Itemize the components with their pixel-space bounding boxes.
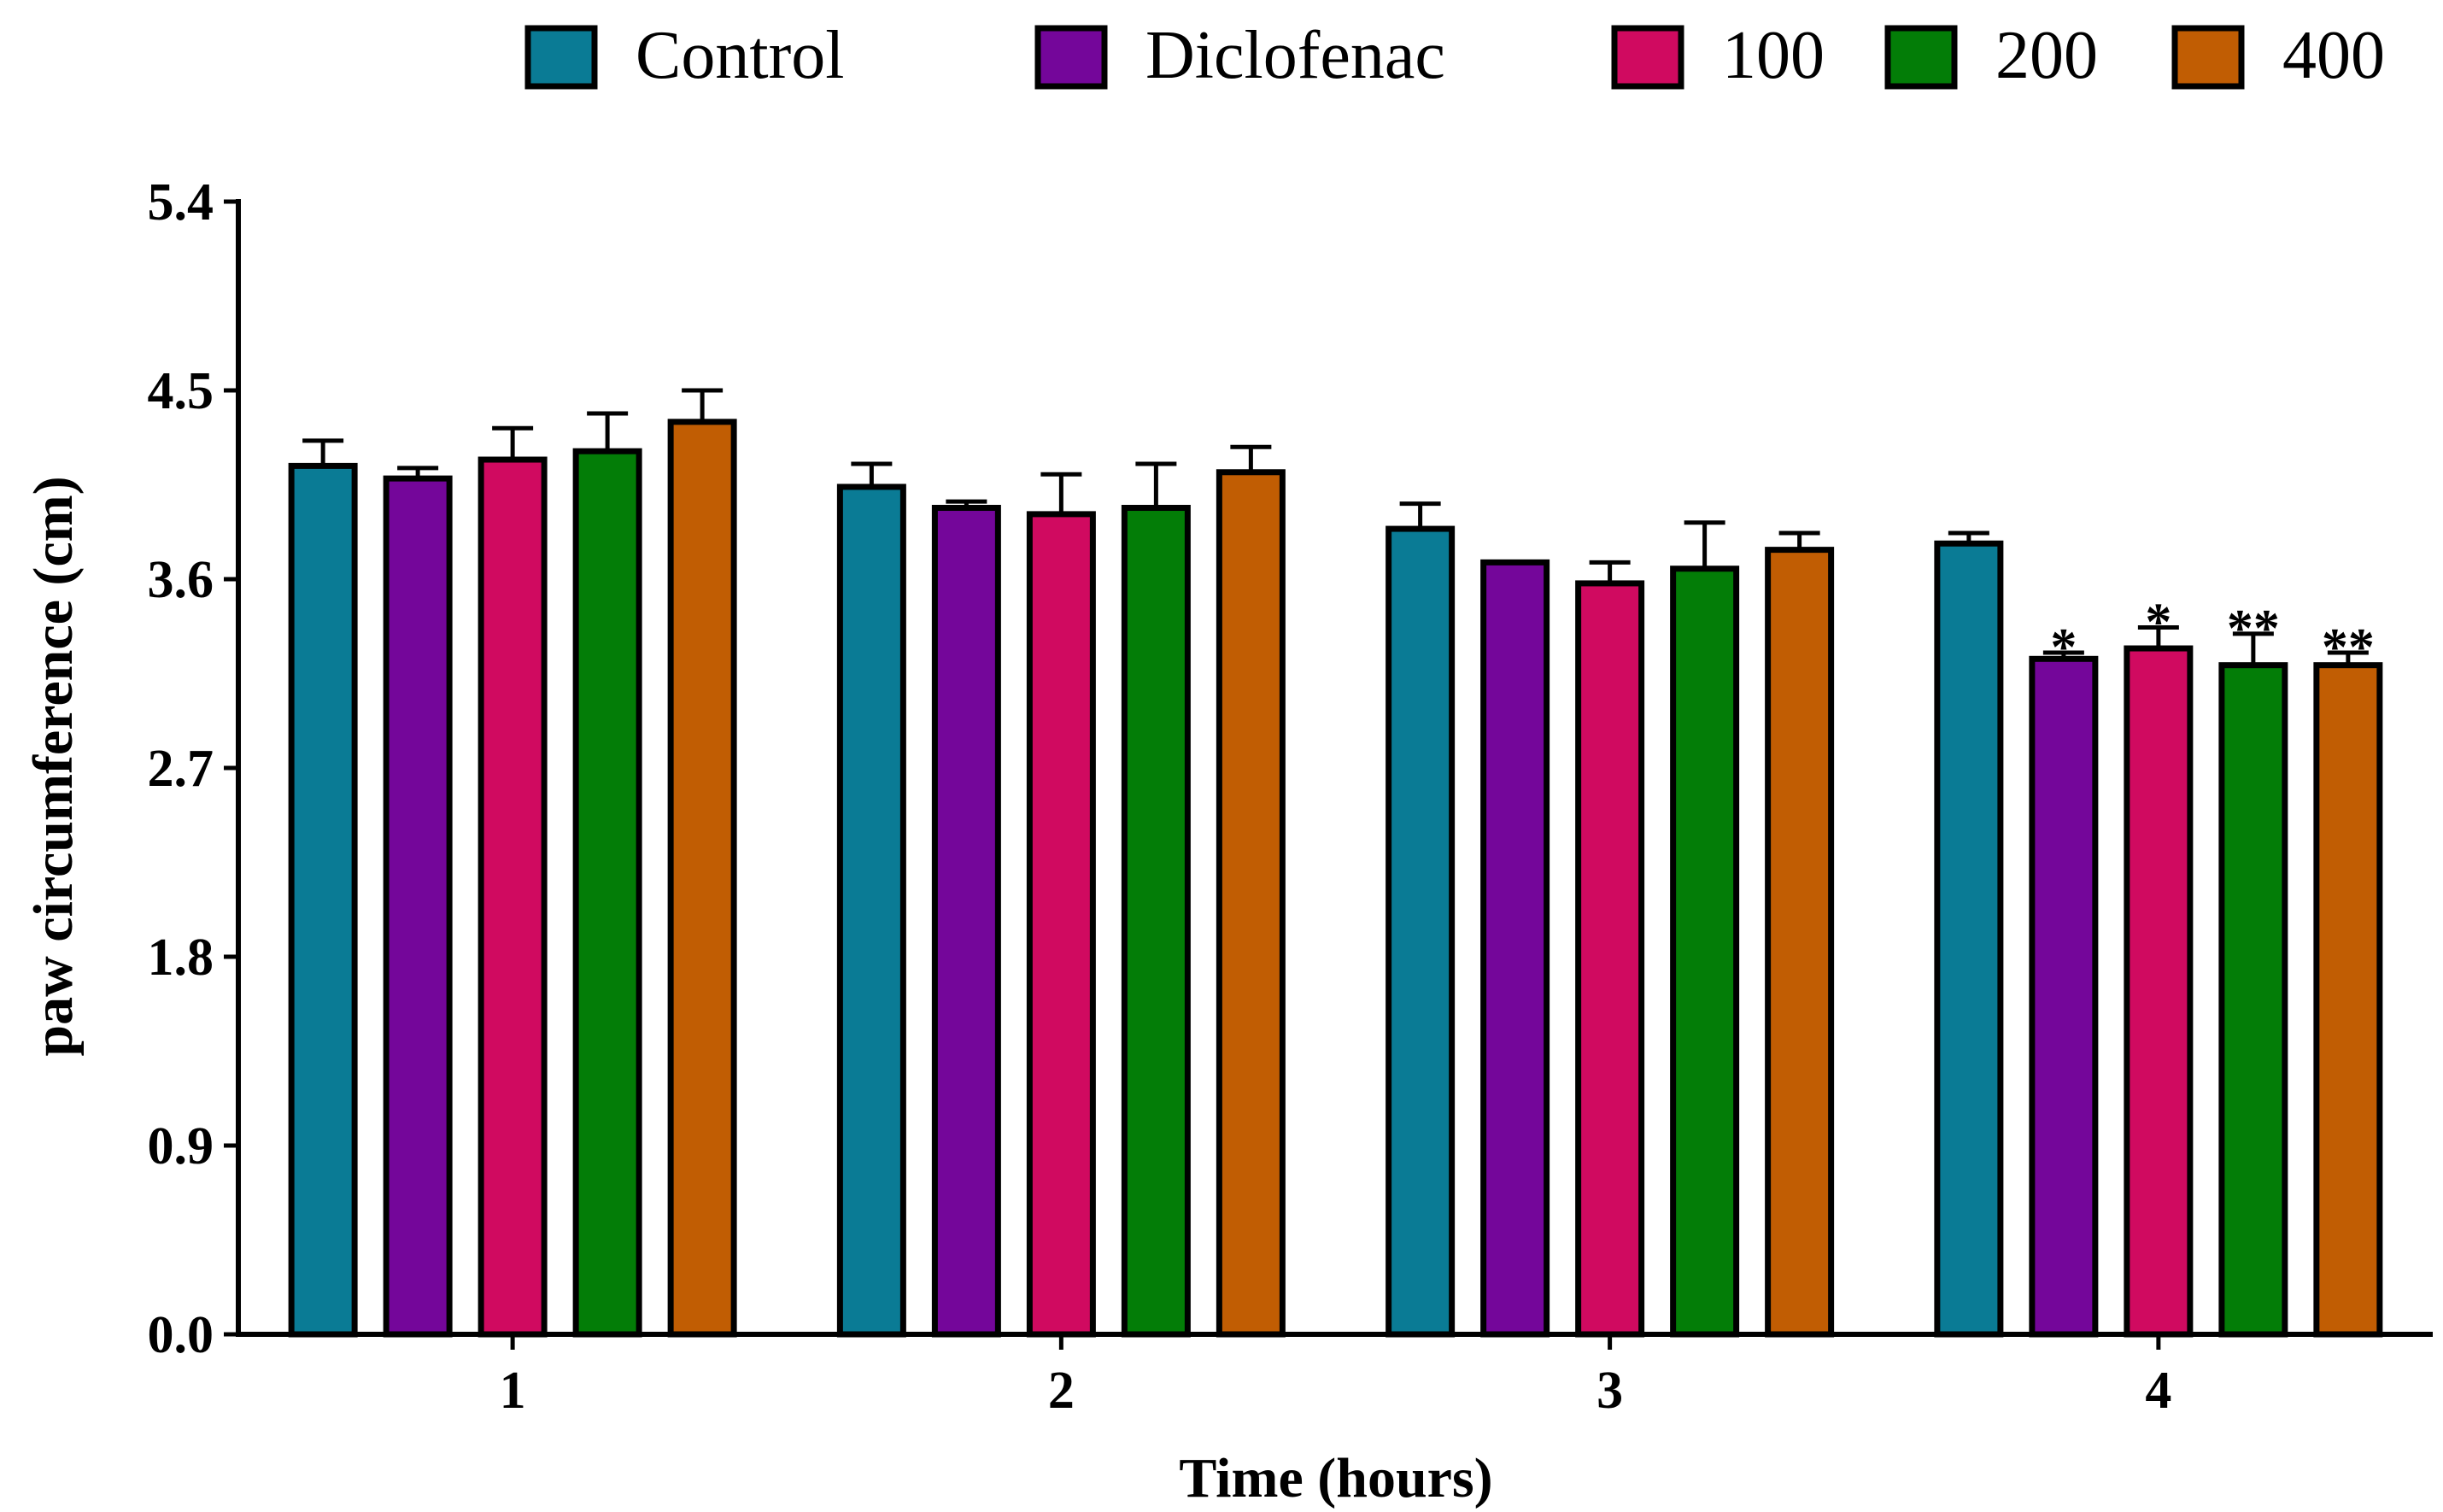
y-ticks: 0.0 0.9 1.8 2.7 3.6 4.5 5.4 xyxy=(148,173,238,1364)
legend-swatch-400 xyxy=(2171,25,2245,90)
bar-100-t3 xyxy=(1575,580,1645,1338)
bar-100-t2 xyxy=(1026,511,1096,1338)
bar-100-t4 xyxy=(2124,645,2194,1338)
legend: Control Diclofenac 100 200 400 xyxy=(524,18,2385,93)
bar-control-t3 xyxy=(1386,525,1456,1338)
bar-control-t2 xyxy=(836,483,906,1338)
bar-diclofenac-t1 xyxy=(383,475,453,1338)
x-axis-title: Time (hours) xyxy=(1179,1447,1492,1509)
legend-swatch-200 xyxy=(1884,25,1958,90)
legend-label-control: Control xyxy=(636,18,844,93)
legend-swatch-control xyxy=(524,25,598,90)
significance-mark: * xyxy=(2050,618,2077,677)
y-axis-title: paw circumference (cm) xyxy=(22,476,85,1056)
y-tick-label: 2.7 xyxy=(148,740,214,798)
x-ticks: 1 2 3 4 xyxy=(500,1334,2171,1420)
bar-200-t2 xyxy=(1121,505,1191,1338)
bar-400-t1 xyxy=(667,419,737,1338)
bar-400-t2 xyxy=(1216,469,1286,1338)
bar-control-t4 xyxy=(1934,540,2004,1338)
y-tick-label: 5.4 xyxy=(148,173,214,231)
bar-diclofenac-t4 xyxy=(2029,655,2099,1338)
bars-layer: * * ** ** xyxy=(288,388,2383,1338)
bar-400-t3 xyxy=(1765,547,1835,1338)
bar-control-t1 xyxy=(288,462,358,1338)
x-tick-label: 4 xyxy=(2145,1362,2171,1420)
bar-200-t1 xyxy=(572,448,642,1338)
bar-100-t1 xyxy=(477,456,548,1338)
bar-diclofenac-t2 xyxy=(931,505,1001,1338)
bar-200-t3 xyxy=(1670,566,1740,1338)
y-tick-label: 4.5 xyxy=(148,362,214,420)
legend-label-200: 200 xyxy=(1995,18,2098,93)
significance-mark: ** xyxy=(2322,618,2375,677)
y-tick-label: 0.9 xyxy=(148,1117,214,1175)
legend-label-100: 100 xyxy=(1722,18,1825,93)
bar-200-t4 xyxy=(2218,662,2288,1338)
axes xyxy=(236,199,2433,1337)
bar-diclofenac-t3 xyxy=(1480,559,1550,1338)
y-tick-label: 1.8 xyxy=(148,929,214,987)
x-tick-label: 1 xyxy=(500,1362,526,1420)
legend-swatch-diclofenac xyxy=(1034,25,1108,90)
x-tick-label: 3 xyxy=(1596,1362,1623,1420)
significance-mark: * xyxy=(2145,593,2171,651)
x-tick-label: 2 xyxy=(1048,1362,1075,1420)
bar-400-t4 xyxy=(2313,662,2383,1338)
legend-label-400: 400 xyxy=(2282,18,2385,93)
legend-swatch-100 xyxy=(1611,25,1684,90)
significance-mark: ** xyxy=(2227,600,2280,658)
y-tick-label: 3.6 xyxy=(148,551,214,609)
legend-label-diclofenac: Diclofenac xyxy=(1145,18,1445,93)
y-tick-label: 0.0 xyxy=(148,1306,214,1364)
